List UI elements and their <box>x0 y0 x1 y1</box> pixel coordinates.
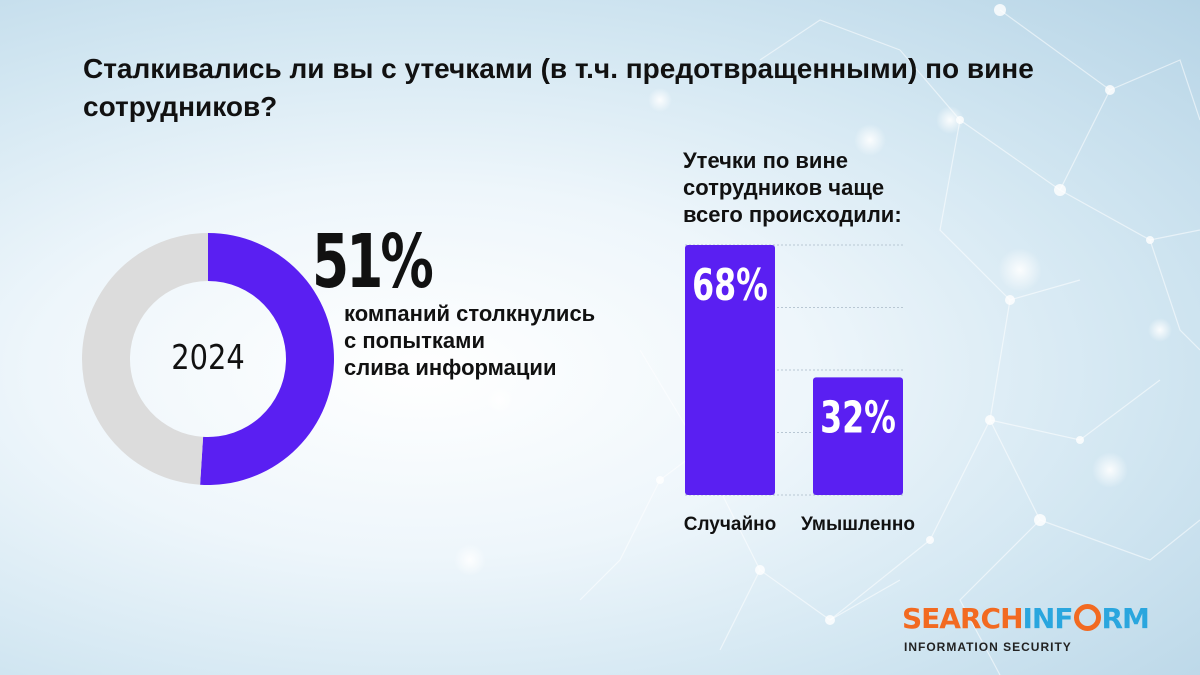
headline-line: слива информации <box>344 355 557 380</box>
logo-part-search: SEARCH <box>902 602 1024 635</box>
page-title: Сталкивались ли вы с утечками (в т.ч. пр… <box>83 53 1034 122</box>
bar-chart-title: Утечки по вине сотрудников чаще всего пр… <box>683 147 963 228</box>
bar-title-line: сотрудников чаще <box>683 175 885 200</box>
bar-2 <box>813 377 903 495</box>
bar-title-line: Утечки по вине <box>683 148 848 173</box>
headline-line: с попытками <box>344 328 485 353</box>
bar-category-label: Умышленно <box>801 514 915 535</box>
logo-part-rm: RM <box>1101 602 1150 635</box>
donut-chart: 2024 <box>82 233 335 485</box>
bar-title-line: всего происходили: <box>683 202 902 227</box>
donut-center-label: 2024 <box>171 339 245 378</box>
bar-value-label: 32% <box>820 392 896 444</box>
headline-line: компаний столкнулись <box>344 301 596 326</box>
logo-ring-icon <box>1073 604 1101 631</box>
logo-tagline: INFORMATION SECURITY <box>904 640 1072 654</box>
searchinform-logo: SEARCHINF RM <box>902 602 1150 636</box>
donut-slice-accent <box>200 233 335 485</box>
bar-value-label: 68% <box>692 260 768 312</box>
bar-chart: 68% Случайно 32% Умышленно <box>684 244 915 535</box>
headline-description: компаний столкнулись с попытками слива и… <box>344 300 664 381</box>
bar-1 <box>685 245 775 495</box>
logo-part-inf: INF <box>1022 602 1074 635</box>
donut-slice-rest <box>82 233 208 485</box>
headline-percent: 51% <box>312 219 434 305</box>
bar-category-label: Случайно <box>684 514 776 535</box>
